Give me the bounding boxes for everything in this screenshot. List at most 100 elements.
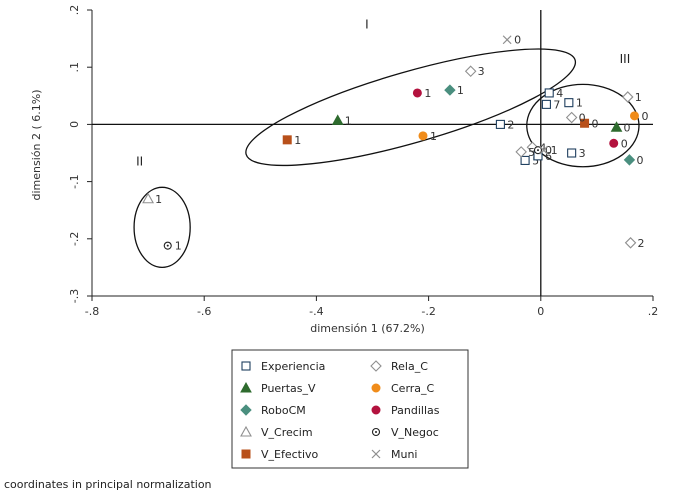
marker-shape [240, 381, 252, 393]
marker-x [371, 449, 381, 459]
marker-open-triangle [142, 192, 155, 204]
data-point: 1 [564, 97, 583, 110]
data-point: 7 [541, 98, 560, 111]
data-point: 1 [444, 84, 464, 97]
data-point: 0 [565, 112, 586, 125]
marker-stroke [539, 145, 549, 155]
marker-shape [610, 121, 623, 132]
x-tick-label: -.4 [309, 305, 323, 318]
marker-shape [623, 154, 636, 166]
legend-label: V_Crecim [261, 426, 313, 439]
marker-open-circle-dot [371, 427, 381, 437]
data-point: 3 [567, 147, 586, 160]
point-label: 2 [638, 237, 645, 250]
marker-filled-circle [629, 111, 639, 121]
data-point: 0 [623, 154, 643, 167]
x-tick-label: .2 [648, 305, 659, 318]
marker-shape [241, 361, 251, 371]
point-label: 0 [621, 137, 628, 150]
point-label: 4 [556, 87, 563, 100]
point-label: 3 [478, 65, 485, 78]
legend-item: Puertas_V [240, 381, 316, 395]
marker-filled-diamond [240, 404, 252, 416]
group-ellipse [133, 186, 191, 269]
marker-shape [515, 146, 527, 158]
marker-shape [541, 99, 551, 109]
data-point: 1 [539, 144, 558, 157]
group-label: I [365, 17, 369, 31]
y-axis-label: dimensión 2 ( 6.1%) [30, 90, 43, 201]
marker-open-square [495, 119, 505, 129]
marker-open-diamond [621, 91, 634, 103]
marker-shape [544, 88, 554, 98]
marker-dot [375, 431, 377, 433]
point-label: 0 [636, 154, 643, 167]
data-point: 5 [515, 146, 535, 159]
group-label: II [136, 155, 143, 169]
data-point: 1 [163, 240, 182, 253]
legend-item: Experiencia [241, 360, 325, 373]
legend-label: V_Efectivo [261, 448, 319, 461]
marker-shape [282, 135, 292, 145]
data-point: 2 [495, 118, 514, 131]
x-axis-label: dimensión 1 (67.2%) [310, 322, 425, 335]
marker-filled-circle [371, 405, 381, 415]
marker-filled-circle [412, 88, 422, 98]
legend-item: Pandillas [371, 404, 440, 417]
legend-item: V_Efectivo [241, 448, 319, 461]
marker-shape [609, 138, 619, 148]
legend-item: V_Negoc [371, 426, 439, 439]
marker-filled-triangle [610, 121, 623, 132]
axes: -.8 -.6 -.4 -.2 0 .2 .2 .1 0 -.1 -.2 -.3 dimensión 1… [30, 5, 658, 335]
marker-shape [240, 425, 252, 437]
marker-shape [371, 383, 381, 393]
data-point: 5 [520, 154, 539, 167]
marker-filled-square [241, 449, 251, 459]
point-label: 0 [624, 121, 631, 134]
marker-open-diamond [464, 65, 477, 77]
marker-open-circle-dot [533, 146, 543, 155]
marker-stroke [371, 449, 381, 459]
legend: Experiencia Puertas_V RoboCM V_Crecim V_Efec… [231, 349, 469, 469]
marker-filled-triangle [240, 381, 252, 393]
marker-open-diamond [370, 360, 382, 372]
legend-label: Pandillas [391, 404, 440, 417]
marker-shape [567, 148, 577, 158]
legend-label: Puertas_V [261, 382, 316, 395]
point-label: 2 [507, 118, 514, 131]
legend-label: Rela_C [391, 360, 428, 373]
point-label: 3 [579, 147, 586, 160]
legend-label: Cerra_C [391, 382, 435, 395]
data-point: 1 [142, 192, 162, 206]
point-label: 5 [532, 154, 539, 167]
marker-filled-circle [609, 138, 619, 148]
marker-shape [621, 91, 634, 103]
point-label: 1 [175, 240, 182, 253]
y-tick-label: .2 [68, 5, 81, 16]
marker-dot [166, 244, 169, 247]
point-label: 1 [294, 134, 301, 147]
series-puertas-v: 10 [331, 114, 631, 134]
marker-shape [520, 155, 530, 165]
marker-shape [580, 118, 590, 128]
data-point: 2 [624, 237, 645, 250]
point-label: 0 [592, 117, 599, 130]
marker-x [539, 145, 549, 155]
marker-open-diamond [624, 237, 637, 249]
footer-note: coordinates in principal normalization [4, 478, 212, 491]
point-label: 1 [635, 91, 642, 104]
marker-open-square [520, 155, 530, 165]
marker-shape [444, 84, 456, 96]
legend-item: V_Crecim [240, 425, 313, 439]
y-tick-label: 0 [68, 121, 81, 128]
data-point: 1 [282, 134, 301, 147]
marker-open-diamond [515, 146, 527, 158]
series-experiencia: 247 135 6 [495, 87, 586, 167]
data-point: 1 [621, 91, 642, 104]
series-robocm: 10 [444, 84, 643, 167]
marker-shape [370, 360, 382, 372]
series-pandillas: 10 [412, 87, 628, 150]
group-ellipse [526, 83, 640, 168]
